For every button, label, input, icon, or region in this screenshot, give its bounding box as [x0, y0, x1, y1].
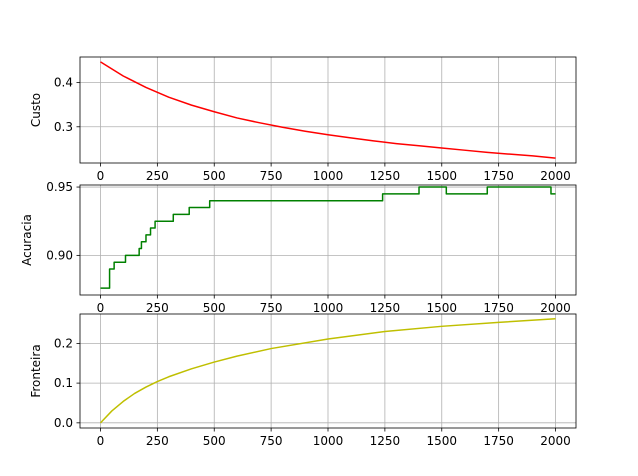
- x-tick-label: 750: [260, 434, 283, 448]
- x-tick-label: 500: [203, 301, 226, 315]
- plot-frame: [79, 184, 577, 296]
- x-tick-label: 750: [260, 169, 283, 183]
- x-tick-label: 2000: [540, 301, 571, 315]
- y-tick-label: 0.0: [54, 416, 73, 430]
- x-tick-label: 0: [97, 301, 105, 315]
- y-tick-label: 0.95: [46, 180, 73, 194]
- x-tick-label: 1250: [370, 434, 401, 448]
- x-tick-label: 1500: [426, 434, 457, 448]
- x-tick-label: 250: [146, 169, 169, 183]
- x-tick-label: 1500: [426, 169, 457, 183]
- subplot-2: 0 250 500 750 1000 1250 1500 1750 2000 0.90 0.95 Ac…: [20, 180, 577, 315]
- y-tick-label: 0.2: [54, 336, 73, 350]
- x-tick-label: 0: [97, 434, 105, 448]
- y-axis-label: Acuracia: [20, 214, 34, 266]
- x-tick-label: 2000: [540, 434, 571, 448]
- subplot-1: 0 250 500 750 1000 1250 1500 1750 2000 0.3 0.4 Cust…: [29, 56, 577, 183]
- y-axis-label: Custo: [29, 93, 43, 127]
- x-tick-label: 750: [260, 301, 283, 315]
- x-tick-label: 250: [146, 301, 169, 315]
- x-tick-label: 500: [203, 169, 226, 183]
- x-tick-label: 1750: [483, 301, 514, 315]
- y-tick-label: 0.4: [54, 76, 73, 90]
- x-tick-label: 1000: [313, 434, 344, 448]
- x-tick-label: 1000: [313, 301, 344, 315]
- x-tick-label: 1750: [483, 169, 514, 183]
- x-tick-label: 0: [97, 169, 105, 183]
- x-tick-label: 1250: [370, 169, 401, 183]
- x-tick-label: 1000: [313, 169, 344, 183]
- subplot-3: 0 250 500 750 1000 1250 1500 1750 2000 0.0 0.1 0.2 F…: [29, 313, 577, 448]
- y-axis-label: Fronteira: [29, 344, 43, 397]
- x-tick-label: 250: [146, 434, 169, 448]
- series-line-1: [100, 186, 556, 289]
- y-tick-label: 0.3: [54, 120, 73, 134]
- x-tick-label: 500: [203, 434, 226, 448]
- y-tick-label: 0.1: [54, 376, 73, 390]
- plot-frame: [79, 313, 577, 429]
- x-tick-label: 1250: [370, 301, 401, 315]
- x-tick-label: 1500: [426, 301, 457, 315]
- series-line-1: [100, 61, 556, 159]
- y-tick-label: 0.90: [46, 248, 73, 262]
- plot-frame: [79, 56, 577, 164]
- x-tick-label: 1750: [483, 434, 514, 448]
- series-line-1: [99, 318, 556, 424]
- x-tick-label: 2000: [540, 169, 571, 183]
